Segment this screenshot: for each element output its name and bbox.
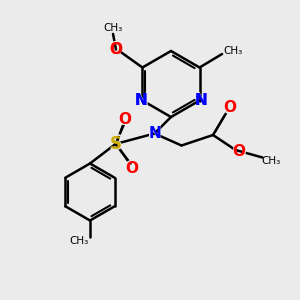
Text: CH₃: CH₃: [70, 236, 89, 247]
Text: N: N: [194, 91, 208, 110]
Text: CH₃: CH₃: [103, 23, 123, 33]
Text: O: O: [222, 98, 237, 118]
Text: O: O: [110, 42, 122, 57]
Text: N: N: [134, 93, 147, 108]
Text: N: N: [148, 126, 161, 141]
Text: O: O: [117, 110, 132, 129]
Text: O: O: [110, 42, 122, 57]
Text: CH₃: CH₃: [262, 155, 281, 166]
Text: O: O: [232, 144, 246, 159]
Text: N: N: [134, 93, 147, 108]
Text: O: O: [118, 112, 131, 127]
Text: S: S: [110, 135, 122, 153]
Text: O: O: [124, 158, 140, 178]
Text: S: S: [108, 134, 123, 154]
Text: N: N: [195, 93, 208, 108]
Text: O: O: [108, 40, 124, 59]
Text: O: O: [125, 160, 139, 175]
Text: O: O: [223, 100, 236, 116]
Text: CH₃: CH₃: [223, 46, 242, 56]
Text: O: O: [231, 142, 247, 161]
Text: N: N: [147, 124, 162, 143]
Text: N: N: [134, 91, 148, 110]
Text: N: N: [195, 93, 208, 108]
